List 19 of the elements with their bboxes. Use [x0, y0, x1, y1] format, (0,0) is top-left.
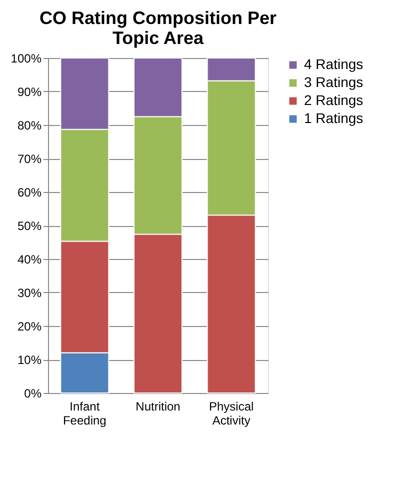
legend-label: 1 Ratings — [304, 110, 364, 126]
y-tick-label: 60% — [17, 186, 42, 200]
x-tick-label: Infant Feeding — [62, 400, 106, 428]
y-tick-label: 20% — [17, 320, 42, 334]
y-tick-label: 10% — [17, 353, 42, 367]
y-tick-label: 80% — [17, 118, 42, 132]
legend-label: 2 Ratings — [304, 92, 364, 108]
x-tick-label: Physical Activity — [208, 400, 254, 428]
y-tick-label: 100% — [10, 52, 42, 66]
y-tick-label: 50% — [17, 219, 42, 233]
y-tick-label: 40% — [17, 252, 42, 266]
x-tick-label: Nutrition — [136, 400, 180, 414]
y-tick-label: 70% — [17, 152, 42, 166]
legend-label: 4 Ratings — [304, 56, 364, 72]
y-tick-label: 0% — [24, 386, 42, 400]
y-tick-label: 30% — [17, 286, 42, 300]
y-tick-label: 90% — [17, 85, 42, 99]
legend-label: 3 Ratings — [304, 74, 364, 90]
chart-title: CO Rating Composition Per Topic Area — [39, 8, 277, 48]
